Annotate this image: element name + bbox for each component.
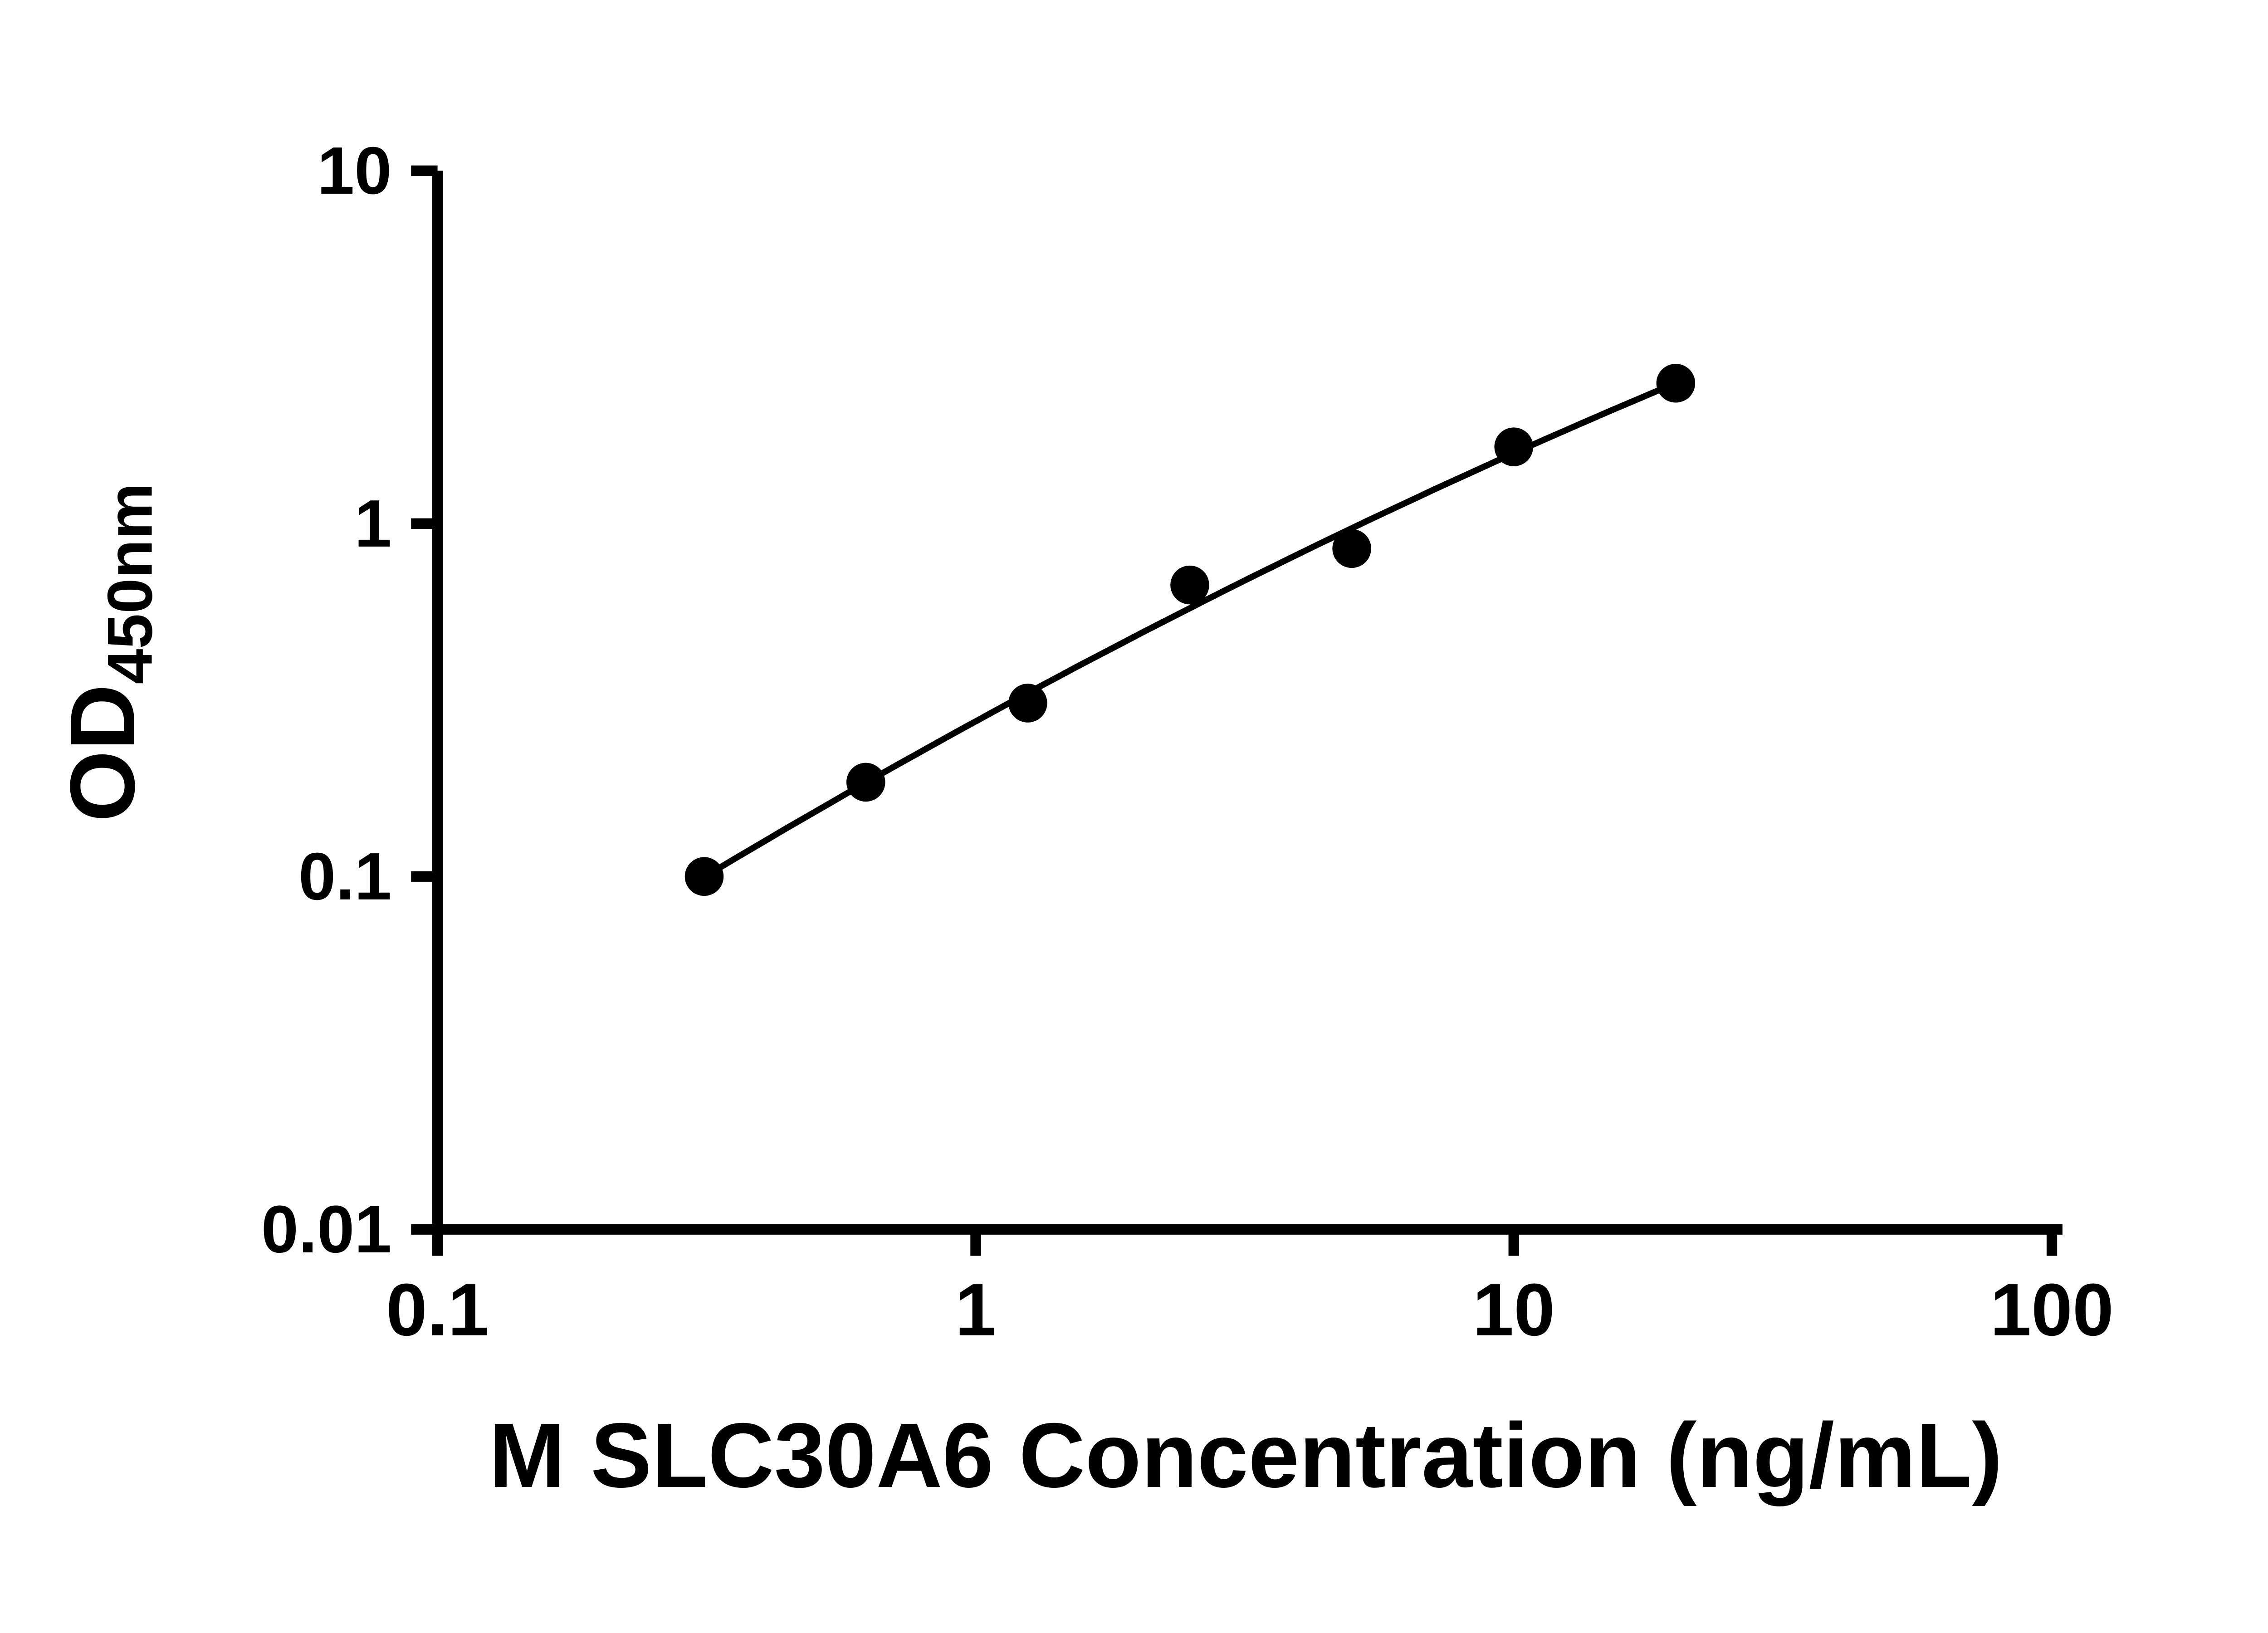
data-point [1332,529,1371,568]
y-tick-label: 10 [317,133,391,208]
x-tick-label: 10 [1472,1268,1555,1351]
data-point [1656,363,1696,403]
y-axis-title-main: OD [51,684,154,821]
y-axis-title-sub: 450nm [94,483,166,684]
data-point [684,857,724,896]
axes-layer [432,171,2063,1235]
data-point [1170,565,1209,605]
data-point [1008,684,1047,723]
y-tick-label: 0.01 [261,1192,392,1267]
y-axis-title: OD450nm [51,483,166,822]
y-tick-label: 1 [354,486,391,561]
data-series-layer [684,363,1696,896]
x-tick-label: 1 [955,1268,996,1351]
x-tick-label: 0.1 [386,1268,489,1351]
x-axis-title: M SLC30A6 Concentration (ng/mL) [489,1404,2002,1506]
data-point [846,763,885,802]
x-tick-label: 100 [1990,1268,2114,1351]
tick-marks-layer [411,165,2058,1256]
data-point [1494,427,1534,466]
y-tick-label: 0.1 [298,839,391,914]
